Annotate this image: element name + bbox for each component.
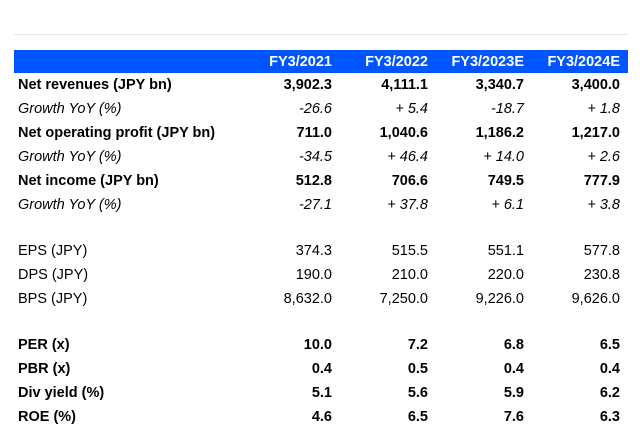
row-value: 0.4 (599, 361, 620, 377)
row-value: 0.4 (311, 361, 332, 377)
row-value (340, 217, 436, 239)
table-row: DPS (JPY) 190.0 210.0 220.0 230.8 (14, 263, 628, 287)
row-value: + 37.8 (387, 197, 428, 213)
row-label: ROE (%) (18, 409, 76, 425)
row-label: EPS (JPY) (18, 243, 88, 259)
row-label: Growth YoY (%) (18, 197, 122, 213)
table-row: Growth YoY (%) -26.6 + 5.4 -18.7 + 1.8 (14, 97, 628, 121)
row-value: 5.9 (503, 385, 524, 401)
row-value: 1,040.6 (379, 125, 428, 141)
row-value: 777.9 (583, 173, 620, 189)
spacer-row (14, 217, 628, 239)
row-value: 220.0 (487, 267, 524, 283)
table-row: Growth YoY (%) -27.1 + 37.8 + 6.1 + 3.8 (14, 193, 628, 217)
row-label: Net revenues (JPY bn) (18, 77, 172, 93)
row-label: Net operating profit (JPY bn) (18, 125, 216, 141)
row-value: 190.0 (295, 267, 332, 283)
header-cell-fy2021: FY3/2021 (244, 50, 340, 73)
row-value (244, 217, 340, 239)
row-value: + 1.8 (587, 101, 620, 117)
table-row: Div yield (%) 5.1 5.6 5.9 6.2 (14, 381, 628, 405)
row-label: Net income (JPY bn) (18, 173, 159, 189)
row-value: 3,340.7 (475, 77, 524, 93)
row-value: 6.3 (599, 409, 620, 425)
row-value: 706.6 (391, 173, 428, 189)
table-row: ROE (%) 4.6 6.5 7.6 6.3 (14, 405, 628, 429)
row-value: 4.6 (311, 409, 332, 425)
row-value: 6.5 (407, 409, 428, 425)
table-row: BPS (JPY) 8,632.0 7,250.0 9,226.0 9,626.0 (14, 287, 628, 311)
row-value: 7.6 (503, 409, 524, 425)
header-cell-fy2023e: FY3/2023E (436, 50, 532, 73)
row-value: 230.8 (583, 267, 620, 283)
row-value (532, 217, 628, 239)
row-value: 3,902.3 (283, 77, 332, 93)
row-value: 1,217.0 (571, 125, 620, 141)
table-row: PER (x) 10.0 7.2 6.8 6.5 (14, 333, 628, 357)
row-value: 9,226.0 (475, 291, 524, 307)
table-row: Net income (JPY bn) 512.8 706.6 749.5 777.9 (14, 169, 628, 193)
row-value: + 14.0 (483, 149, 524, 165)
row-value (436, 217, 532, 239)
row-label: Growth YoY (%) (18, 101, 122, 117)
table-row: PBR (x) 0.4 0.5 0.4 0.4 (14, 357, 628, 381)
row-value: 6.8 (503, 337, 524, 353)
row-value: 6.2 (599, 385, 620, 401)
row-value: 4,111.1 (381, 77, 428, 93)
row-label: PER (x) (18, 337, 70, 353)
row-value: 7,250.0 (379, 291, 428, 307)
row-label: DPS (JPY) (18, 267, 89, 283)
row-value: 1,186.2 (475, 125, 524, 141)
row-value (340, 311, 436, 333)
row-value: 7.2 (407, 337, 428, 353)
row-label (14, 311, 244, 333)
row-label: PBR (x) (18, 361, 71, 377)
row-label: Div yield (%) (18, 385, 105, 401)
table-row: Net operating profit (JPY bn) 711.0 1,040.… (14, 121, 628, 145)
row-value: + 46.4 (387, 149, 428, 165)
row-value: 512.8 (295, 173, 332, 189)
financial-summary-table: FY3/2021 FY3/2022 FY3/2023E FY3/2024E Ne… (14, 50, 628, 429)
row-value (436, 311, 532, 333)
row-value: 374.3 (295, 243, 332, 259)
table-row: Growth YoY (%) -34.5 + 46.4 + 14.0 + 2.6 (14, 145, 628, 169)
row-value: 0.5 (407, 361, 428, 377)
header-cell-fy2024e: FY3/2024E (532, 50, 628, 73)
row-value: 551.1 (487, 243, 524, 259)
row-value (532, 311, 628, 333)
row-value: + 2.6 (587, 149, 620, 165)
row-value: 577.8 (583, 243, 620, 259)
header-cell-label (14, 50, 244, 73)
row-label: BPS (JPY) (18, 291, 88, 307)
row-label (14, 217, 244, 239)
top-divider (14, 34, 628, 35)
row-value: 8,632.0 (283, 291, 332, 307)
row-value: 515.5 (391, 243, 428, 259)
row-value: 5.6 (407, 385, 428, 401)
row-label: Growth YoY (%) (18, 149, 122, 165)
header-row: FY3/2021 FY3/2022 FY3/2023E FY3/2024E (14, 50, 628, 73)
row-value: -34.5 (298, 149, 332, 165)
row-value: -27.1 (298, 197, 332, 213)
row-value: 6.5 (599, 337, 620, 353)
row-value: 711.0 (296, 125, 333, 141)
row-value: 749.5 (487, 173, 524, 189)
row-value (244, 311, 340, 333)
row-value: -18.7 (490, 101, 524, 117)
row-value: 10.0 (303, 337, 332, 353)
row-value: 9,626.0 (571, 291, 620, 307)
row-value: + 3.8 (587, 197, 620, 213)
row-value: 3,400.0 (571, 77, 620, 93)
row-value: 0.4 (503, 361, 524, 377)
row-value: + 6.1 (491, 197, 524, 213)
row-value: -26.6 (298, 101, 332, 117)
row-value: 5.1 (311, 385, 332, 401)
table-row: Net revenues (JPY bn) 3,902.3 4,111.1 3,340… (14, 73, 628, 97)
header-cell-fy2022: FY3/2022 (340, 50, 436, 73)
row-value: 210.0 (391, 267, 428, 283)
row-value: + 5.4 (395, 101, 428, 117)
table-row: EPS (JPY) 374.3 515.5 551.1 577.8 (14, 239, 628, 263)
spacer-row (14, 311, 628, 333)
